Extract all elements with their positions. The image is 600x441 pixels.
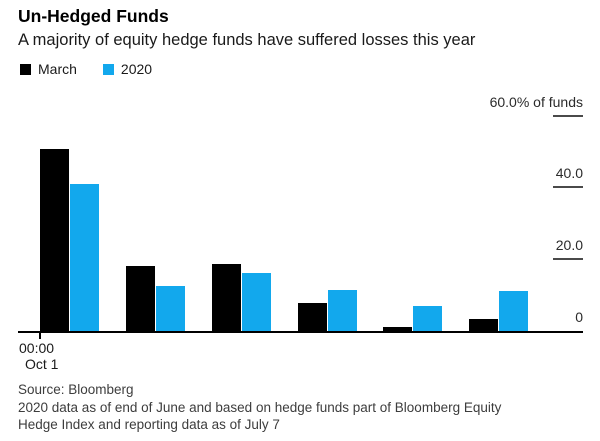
y-tick-label-20: 20.0 [555, 237, 583, 253]
bar-2020-group6 [499, 291, 528, 331]
bar-march-group1 [40, 149, 69, 331]
x-axis-label-time: 00:00 [19, 340, 55, 356]
chart-title: Un-Hedged Funds [18, 6, 169, 26]
x-axis-line [18, 331, 583, 333]
bar-2020-group4 [328, 290, 357, 331]
source-text: Source: Bloomberg [18, 382, 134, 397]
bar-march-group5 [383, 327, 412, 331]
bar-march-group4 [298, 303, 327, 331]
x-axis-label-date: Oct 1 [25, 356, 59, 372]
y-tick-line-60 [553, 115, 583, 117]
march-swatch-icon [20, 63, 31, 75]
y-tick-line-40 [553, 186, 583, 188]
legend-item-march: March [20, 61, 77, 77]
footnote-line-2: Hedge Index and reporting data as of Jul… [18, 417, 280, 432]
y-tick-label-0: 0 [575, 309, 583, 325]
bar-march-group2 [126, 266, 155, 331]
x-axis-tick [39, 331, 41, 339]
legend-label-march: March [38, 61, 77, 77]
chart-subtitle: A majority of equity hedge funds have su… [18, 31, 476, 49]
bar-march-group3 [212, 264, 241, 331]
legend: March 2020 [20, 61, 152, 77]
legend-label-2020: 2020 [120, 61, 153, 77]
bar-2020-group1 [70, 184, 99, 331]
legend-item-2020: 2020 [102, 61, 153, 77]
footnote: 2020 data as of end of June and based on… [18, 399, 501, 433]
bar-march-group6 [469, 319, 498, 331]
bar-2020-group3 [242, 273, 271, 331]
footnote-line-1: 2020 data as of end of June and based on… [18, 400, 502, 415]
y-tick-label-60: 60.0% of funds [489, 94, 583, 110]
y-tick-label-40: 40.0 [555, 165, 583, 181]
y-tick-line-20 [553, 258, 583, 260]
bar-2020-group5 [413, 306, 442, 331]
year-2020-swatch-icon [102, 63, 114, 75]
bar-2020-group2 [156, 286, 185, 331]
